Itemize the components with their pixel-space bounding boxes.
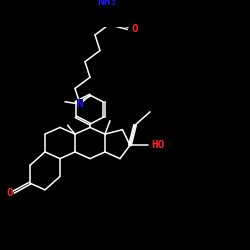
Text: O: O [132, 24, 138, 34]
Text: NH₂: NH₂ [98, 0, 118, 6]
Text: O: O [6, 188, 14, 198]
Text: HO: HO [151, 140, 164, 150]
Text: N: N [76, 99, 84, 109]
